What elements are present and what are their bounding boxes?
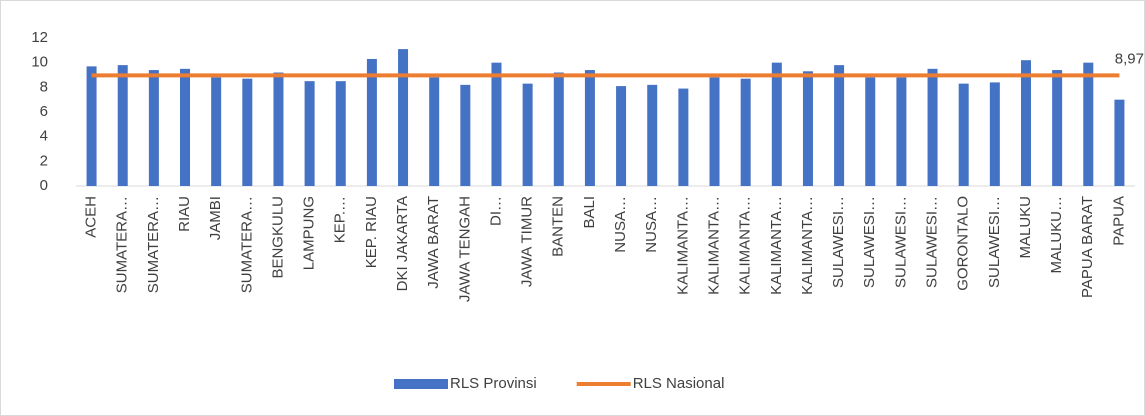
bar — [117, 65, 128, 186]
x-tick-label: SULAWESI… — [892, 196, 909, 288]
x-tick-label: NUSA… — [612, 196, 629, 253]
x-tick-label: PAPUA — [1110, 196, 1127, 246]
bar — [491, 62, 502, 186]
x-tick-label: DKI JAKARTA — [394, 196, 411, 291]
x-tick-label: KEP. RIAU — [363, 196, 380, 268]
bar — [802, 71, 813, 186]
bar — [242, 78, 253, 186]
x-tick-label: ACEH — [83, 196, 100, 238]
bar — [958, 83, 969, 186]
bar — [553, 72, 564, 186]
legend-label: RLS Provinsi — [450, 375, 537, 392]
x-tick-label: SUMATERA… — [238, 196, 255, 293]
x-tick-label: KALIMANTA… — [768, 196, 785, 295]
x-tick-label: KALIMANTA… — [674, 196, 691, 295]
bar — [927, 68, 938, 186]
x-tick-label: SUMATERA… — [145, 196, 162, 293]
x-tick-label: JAWA TENGAH — [456, 196, 473, 302]
x-tick-label: SULAWESI… — [924, 196, 941, 288]
bar — [1114, 99, 1125, 186]
bar — [180, 68, 191, 186]
x-tick-label: JAMBI — [207, 196, 224, 240]
bar — [304, 81, 315, 186]
bar — [273, 72, 284, 186]
bar — [771, 62, 782, 186]
bar — [335, 81, 346, 186]
x-tick-label: KALIMANTA… — [799, 196, 816, 295]
y-tick-label: 4 — [40, 128, 48, 145]
x-tick-label: RIAU — [176, 196, 193, 232]
x-tick-label: LAMPUNG — [301, 196, 318, 270]
x-tick-label: SULAWESI… — [986, 196, 1003, 288]
x-tick-label: KALIMANTA… — [737, 196, 754, 295]
y-tick-label: 0 — [40, 177, 48, 194]
bar — [86, 66, 97, 186]
y-tick-label: 12 — [31, 29, 48, 46]
y-tick-label: 2 — [40, 152, 48, 169]
x-tick-label: SULAWESI… — [861, 196, 878, 288]
bar — [896, 77, 907, 186]
x-tick-label: BENGKULU — [269, 196, 286, 279]
x-tick-label: NUSA… — [643, 196, 660, 253]
x-tick-label: SULAWESI… — [830, 196, 847, 288]
x-tick-label: SUMATERA… — [114, 196, 131, 293]
bar — [429, 77, 440, 186]
bar — [647, 84, 658, 186]
x-tick-label: KEP.… — [332, 196, 349, 243]
bar — [709, 77, 720, 186]
bar — [740, 78, 751, 186]
x-tick-label: KALIMANTA… — [705, 196, 722, 295]
x-tick-label: BANTEN — [550, 196, 567, 257]
bar — [148, 70, 159, 186]
bar — [398, 49, 409, 186]
bar — [366, 58, 377, 186]
legend-swatch — [394, 379, 448, 389]
bar — [678, 88, 689, 186]
x-tick-label: MALUKU — [1017, 196, 1034, 259]
x-tick-label: PAPUA BARAT — [1079, 196, 1096, 298]
bar — [584, 70, 595, 186]
y-tick-label: 8 — [40, 78, 48, 95]
bar — [460, 84, 471, 186]
bar — [865, 77, 876, 186]
bar — [989, 82, 1000, 186]
x-tick-label: BALI — [581, 196, 598, 229]
x-tick-label: JAWA BARAT — [425, 196, 442, 289]
bar — [616, 86, 627, 186]
x-tick-label: MALUKU… — [1048, 196, 1065, 274]
bar — [1020, 60, 1031, 187]
legend-label: RLS Nasional — [633, 375, 725, 392]
y-tick-label: 6 — [40, 103, 48, 120]
bar — [1083, 62, 1094, 186]
x-tick-label: JAWA TIMUR — [519, 196, 536, 287]
data-label: 8,97 — [1115, 50, 1144, 67]
x-tick-label: DI… — [487, 196, 504, 226]
bar — [211, 77, 222, 186]
y-tick-label: 10 — [31, 54, 48, 71]
bar — [834, 65, 845, 186]
bar — [522, 83, 533, 186]
bar — [1052, 70, 1063, 186]
x-tick-label: GORONTALO — [955, 196, 972, 291]
